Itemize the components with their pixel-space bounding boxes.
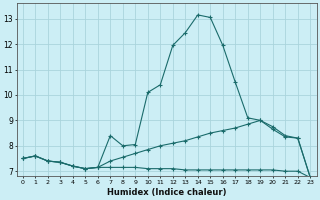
X-axis label: Humidex (Indice chaleur): Humidex (Indice chaleur) — [107, 188, 226, 197]
